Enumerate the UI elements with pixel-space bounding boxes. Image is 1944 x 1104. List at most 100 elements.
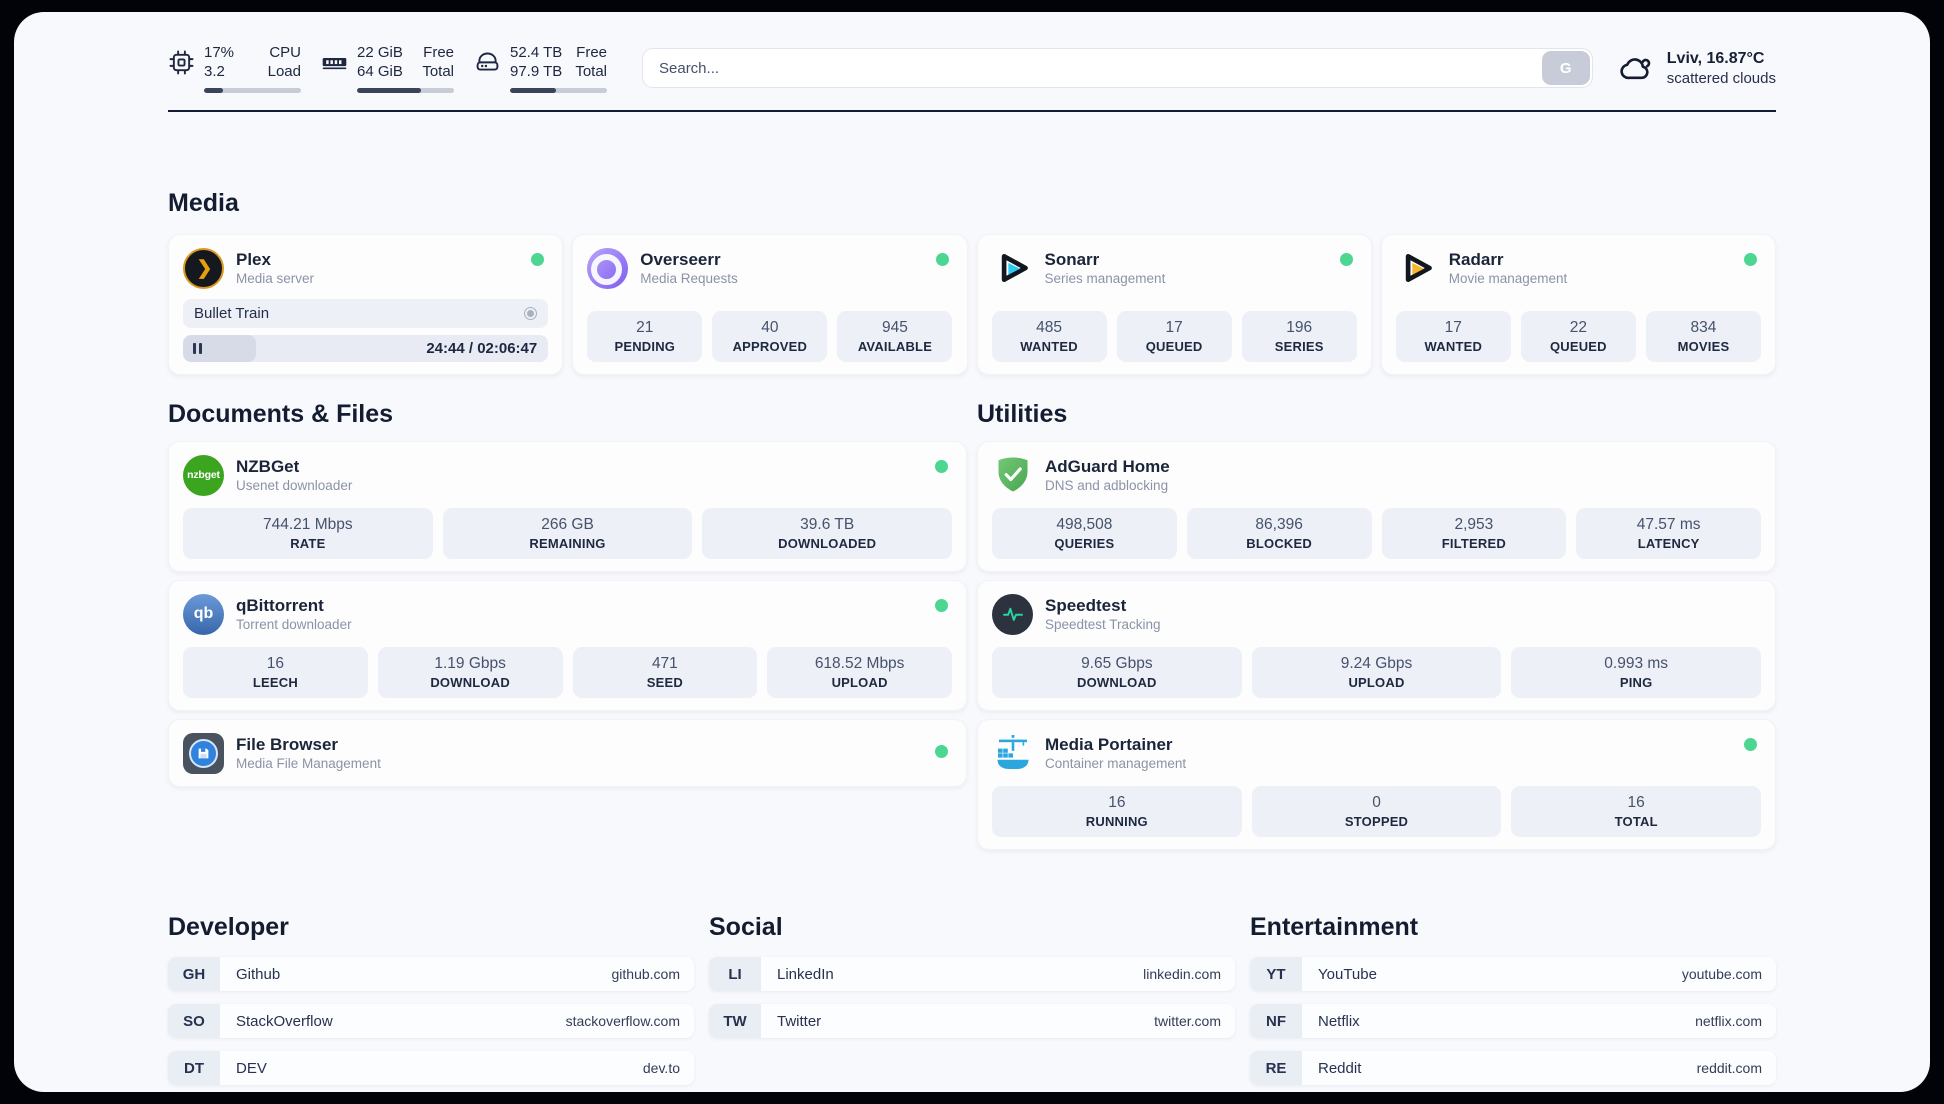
sonarr-title: Sonarr bbox=[1044, 250, 1100, 269]
link-reddit[interactable]: RE Reddit reddit.com bbox=[1250, 1051, 1776, 1085]
system-stats: 17% CPU 3.2 Load 22 GiB Free 64 GiB Total bbox=[168, 43, 607, 93]
link-name: StackOverflow bbox=[236, 1012, 333, 1030]
link-abbr: LI bbox=[709, 957, 761, 991]
plex-card[interactable]: ❯ Plex Media server Bullet Train 24:44 /… bbox=[168, 234, 564, 375]
link-github[interactable]: GH Github github.com bbox=[168, 957, 694, 991]
stat-upload: 618.52 Mbps UPLOAD bbox=[767, 647, 952, 698]
overseerr-icon bbox=[587, 247, 629, 289]
stat-downloaded: 39.6 TB DOWNLOADED bbox=[702, 508, 953, 559]
link-abbr: DT bbox=[168, 1051, 220, 1085]
portainer-card[interactable]: Media Portainer Container management 16 R… bbox=[977, 719, 1776, 850]
stat-wanted: 17 WANTED bbox=[1395, 311, 1511, 362]
stat-stopped: 0 STOPPED bbox=[1251, 786, 1502, 837]
sonarr-icon bbox=[992, 248, 1033, 289]
search-input[interactable] bbox=[642, 48, 1593, 88]
link-netflix[interactable]: NF Netflix netflix.com bbox=[1250, 1004, 1776, 1038]
weather-location-temp: Lviv, 16.87°C bbox=[1666, 49, 1765, 67]
overseerr-card[interactable]: Overseerr Media Requests 21 PENDING 40 APP… bbox=[572, 234, 968, 375]
stat-queries: 498,508 QUERIES bbox=[992, 508, 1177, 559]
overseerr-subtitle: Media Requests bbox=[640, 271, 738, 286]
section-title-documents: Documents & Files bbox=[168, 400, 394, 428]
topbar: 17% CPU 3.2 Load 22 GiB Free 64 GiB Total bbox=[168, 36, 1776, 100]
overseerr-title: Overseerr bbox=[640, 250, 721, 269]
stat-seed: 471 SEED bbox=[572, 647, 758, 698]
link-abbr: SO bbox=[168, 1004, 220, 1038]
ram-free: 22 GiB bbox=[357, 44, 403, 61]
filebrowser-card[interactable]: File Browser Media File Management bbox=[168, 719, 967, 787]
sonarr-card[interactable]: Sonarr Series management 485 WANTED 17 QUE… bbox=[976, 234, 1372, 375]
developer-column: Developer GH Github github.com SO StackO… bbox=[168, 912, 694, 1092]
status-dot bbox=[531, 253, 545, 266]
playback-time: 24:44 / 02:06:47 bbox=[426, 340, 538, 357]
sonarr-subtitle: Series management bbox=[1044, 271, 1166, 286]
adguard-card[interactable]: AdGuard Home DNS and adblocking 498,508 Q… bbox=[977, 441, 1776, 572]
link-twitter[interactable]: TW Twitter twitter.com bbox=[709, 1004, 1235, 1038]
link-stackoverflow[interactable]: SO StackOverflow stackoverflow.com bbox=[168, 1004, 694, 1038]
link-url: dev.to bbox=[642, 1060, 680, 1076]
cpu-load: 3.2 bbox=[204, 63, 225, 80]
header-divider bbox=[168, 110, 1776, 112]
disk-total-label: Total bbox=[575, 63, 607, 80]
playback-progressbar: 24:44 / 02:06:47 bbox=[183, 335, 549, 362]
ram-icon bbox=[321, 49, 348, 76]
link-abbr: NF bbox=[1250, 1004, 1302, 1038]
ram-total-label: Total bbox=[422, 63, 454, 80]
qbittorrent-icon: qb bbox=[183, 593, 224, 635]
link-name: YouTube bbox=[1318, 965, 1377, 983]
stat-queued: 17 QUEUED bbox=[1116, 311, 1232, 362]
link-url: twitter.com bbox=[1154, 1013, 1221, 1029]
stat-filtered: 2,953 FILTERED bbox=[1381, 508, 1567, 559]
cpu-progressbar bbox=[204, 88, 301, 93]
portainer-subtitle: Container management bbox=[1045, 756, 1187, 771]
stat-queued: 22 QUEUED bbox=[1520, 311, 1636, 362]
disk-free-label: Free bbox=[576, 44, 607, 61]
dashboard-shell: 17% CPU 3.2 Load 22 GiB Free 64 GiB Total bbox=[14, 12, 1930, 1092]
link-url: stackoverflow.com bbox=[565, 1013, 680, 1029]
stat-ping: 0.993 ms PING bbox=[1511, 647, 1762, 698]
link-name: LinkedIn bbox=[777, 965, 834, 983]
status-dot bbox=[1339, 253, 1353, 266]
filebrowser-subtitle: Media File Management bbox=[236, 756, 381, 771]
ram-stat: 22 GiB Free 64 GiB Total bbox=[321, 43, 454, 93]
link-url: github.com bbox=[611, 966, 680, 982]
stat-blocked: 86,396 BLOCKED bbox=[1186, 508, 1372, 559]
nzbget-subtitle: Usenet downloader bbox=[236, 478, 353, 493]
stat-approved: 40 APPROVED bbox=[712, 311, 828, 362]
nzbget-card[interactable]: nzbget NZBGet Usenet downloader 744.21 M… bbox=[168, 441, 967, 572]
now-playing-title: Bullet Train bbox=[194, 305, 270, 322]
ram-progressbar bbox=[357, 88, 454, 93]
link-abbr: YT bbox=[1250, 957, 1302, 991]
google-search-button[interactable]: G bbox=[1541, 51, 1590, 85]
link-linkedin[interactable]: LI LinkedIn linkedin.com bbox=[709, 957, 1235, 991]
status-dot bbox=[935, 460, 948, 473]
status-dot bbox=[935, 599, 948, 612]
media-cards-row: ❯ Plex Media server Bullet Train 24:44 /… bbox=[168, 234, 1776, 375]
pause-icon bbox=[193, 343, 202, 354]
speedtest-subtitle: Speedtest Tracking bbox=[1045, 617, 1161, 632]
qbittorrent-card[interactable]: qb qBittorrent Torrent downloader 16 LEEC… bbox=[168, 580, 967, 711]
portainer-icon bbox=[992, 733, 1033, 774]
ram-free-label: Free bbox=[423, 44, 454, 61]
radarr-title: Radarr bbox=[1448, 250, 1504, 269]
status-dot bbox=[935, 253, 949, 266]
record-icon bbox=[524, 307, 538, 320]
radarr-card[interactable]: Radarr Movie management 17 WANTED 22 QUEUE… bbox=[1380, 234, 1776, 375]
weather-widget: Lviv, 16.87°C scattered clouds bbox=[1620, 49, 1776, 88]
link-name: Twitter bbox=[777, 1012, 822, 1030]
stat-download: 9.65 Gbps DOWNLOAD bbox=[992, 647, 1242, 698]
link-dev[interactable]: DT DEV dev.to bbox=[168, 1051, 694, 1085]
ram-total: 64 GiB bbox=[357, 63, 403, 80]
disk-stat: 52.4 TB Free 97.9 TB Total bbox=[474, 43, 607, 93]
stat-available: 945 AVAILABLE bbox=[837, 311, 953, 362]
link-name: Netflix bbox=[1318, 1012, 1360, 1030]
link-abbr: GH bbox=[168, 957, 220, 991]
nzbget-title: NZBGet bbox=[236, 457, 300, 476]
link-youtube[interactable]: YT YouTube youtube.com bbox=[1250, 957, 1776, 991]
status-dot bbox=[1744, 738, 1757, 751]
speedtest-card[interactable]: Speedtest Speedtest Tracking 9.65 Gbps DO… bbox=[977, 580, 1776, 711]
speedtest-title: Speedtest bbox=[1045, 596, 1127, 615]
filebrowser-icon bbox=[183, 732, 224, 774]
speedtest-icon bbox=[992, 593, 1033, 635]
stat-pending: 21 PENDING bbox=[587, 311, 703, 362]
